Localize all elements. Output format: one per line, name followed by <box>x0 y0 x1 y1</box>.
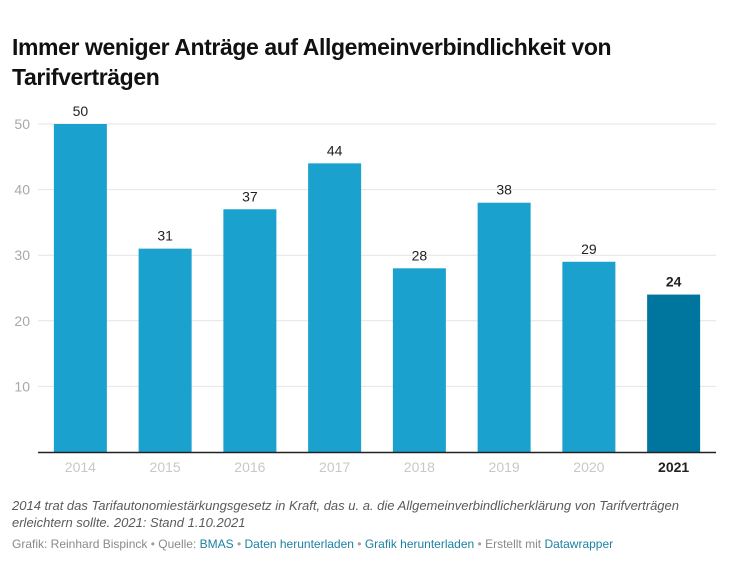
chart-notes: 2014 trat das Tarifautonomiestärkungsges… <box>12 498 679 530</box>
separator: • <box>147 537 159 551</box>
bar-2017 <box>308 163 362 453</box>
datawrapper-link[interactable]: Datawrapper <box>544 537 614 551</box>
y-tick-label: 50 <box>14 116 30 132</box>
data-label-2014: 50 <box>73 103 89 119</box>
bar-2020 <box>562 261 616 452</box>
source-link[interactable]: BMAS <box>199 537 234 551</box>
y-tick-label: 10 <box>14 378 30 394</box>
x-tick-label-2021: 2021 <box>658 459 689 475</box>
data-label-2018: 28 <box>412 247 428 263</box>
data-label-2017: 44 <box>327 142 343 158</box>
y-tick-label: 30 <box>14 247 30 263</box>
download-data-link[interactable]: Daten herunterladen <box>244 537 354 551</box>
y-tick-label: 40 <box>14 182 30 198</box>
chart-title: Immer weniger Anträge auf Allgemeinverbi… <box>12 34 612 90</box>
x-tick-label-2016: 2016 <box>234 459 265 475</box>
data-label-2019: 38 <box>496 182 512 198</box>
x-tick-label-2019: 2019 <box>489 459 520 475</box>
made-with-label: Erstellt mit <box>485 537 545 551</box>
bar-2014 <box>53 124 107 452</box>
data-label-2015: 31 <box>157 228 173 244</box>
bar-2016 <box>223 209 277 452</box>
separator: • <box>233 537 245 551</box>
x-tick-label-2014: 2014 <box>65 459 96 475</box>
source-label: Quelle: <box>158 537 200 551</box>
x-tick-label-2017: 2017 <box>319 459 350 475</box>
bar-2019 <box>477 202 531 452</box>
x-tick-label-2018: 2018 <box>404 459 435 475</box>
y-axis-ticks: 10 20 30 40 50 <box>14 116 30 394</box>
y-tick-label: 20 <box>14 313 30 329</box>
data-label-2016: 37 <box>242 188 258 204</box>
byline: Grafik: Reinhard Bispinck • Quelle: BMAS… <box>12 537 613 551</box>
download-image-link[interactable]: Grafik herunterladen <box>364 537 475 551</box>
bar-chart: 10 20 30 40 50 50 31 37 44 28 38 29 24 2014 2015 2016… <box>14 103 716 475</box>
data-labels: 50 31 37 44 28 38 29 24 <box>73 103 682 290</box>
separator: • <box>353 537 365 551</box>
data-label-2020: 29 <box>581 241 597 257</box>
x-axis-ticks: 2014 2015 2016 2017 2018 2019 2020 2021 <box>65 459 690 475</box>
separator: • <box>474 537 486 551</box>
bar-2015 <box>138 248 192 452</box>
author-credit: Grafik: Reinhard Bispinck <box>12 537 148 551</box>
data-label-2021: 24 <box>666 274 682 290</box>
bar-2018 <box>392 268 446 452</box>
bar-2021 <box>647 294 701 452</box>
x-tick-label-2020: 2020 <box>573 459 604 475</box>
x-tick-label-2015: 2015 <box>150 459 181 475</box>
bars <box>53 124 701 453</box>
